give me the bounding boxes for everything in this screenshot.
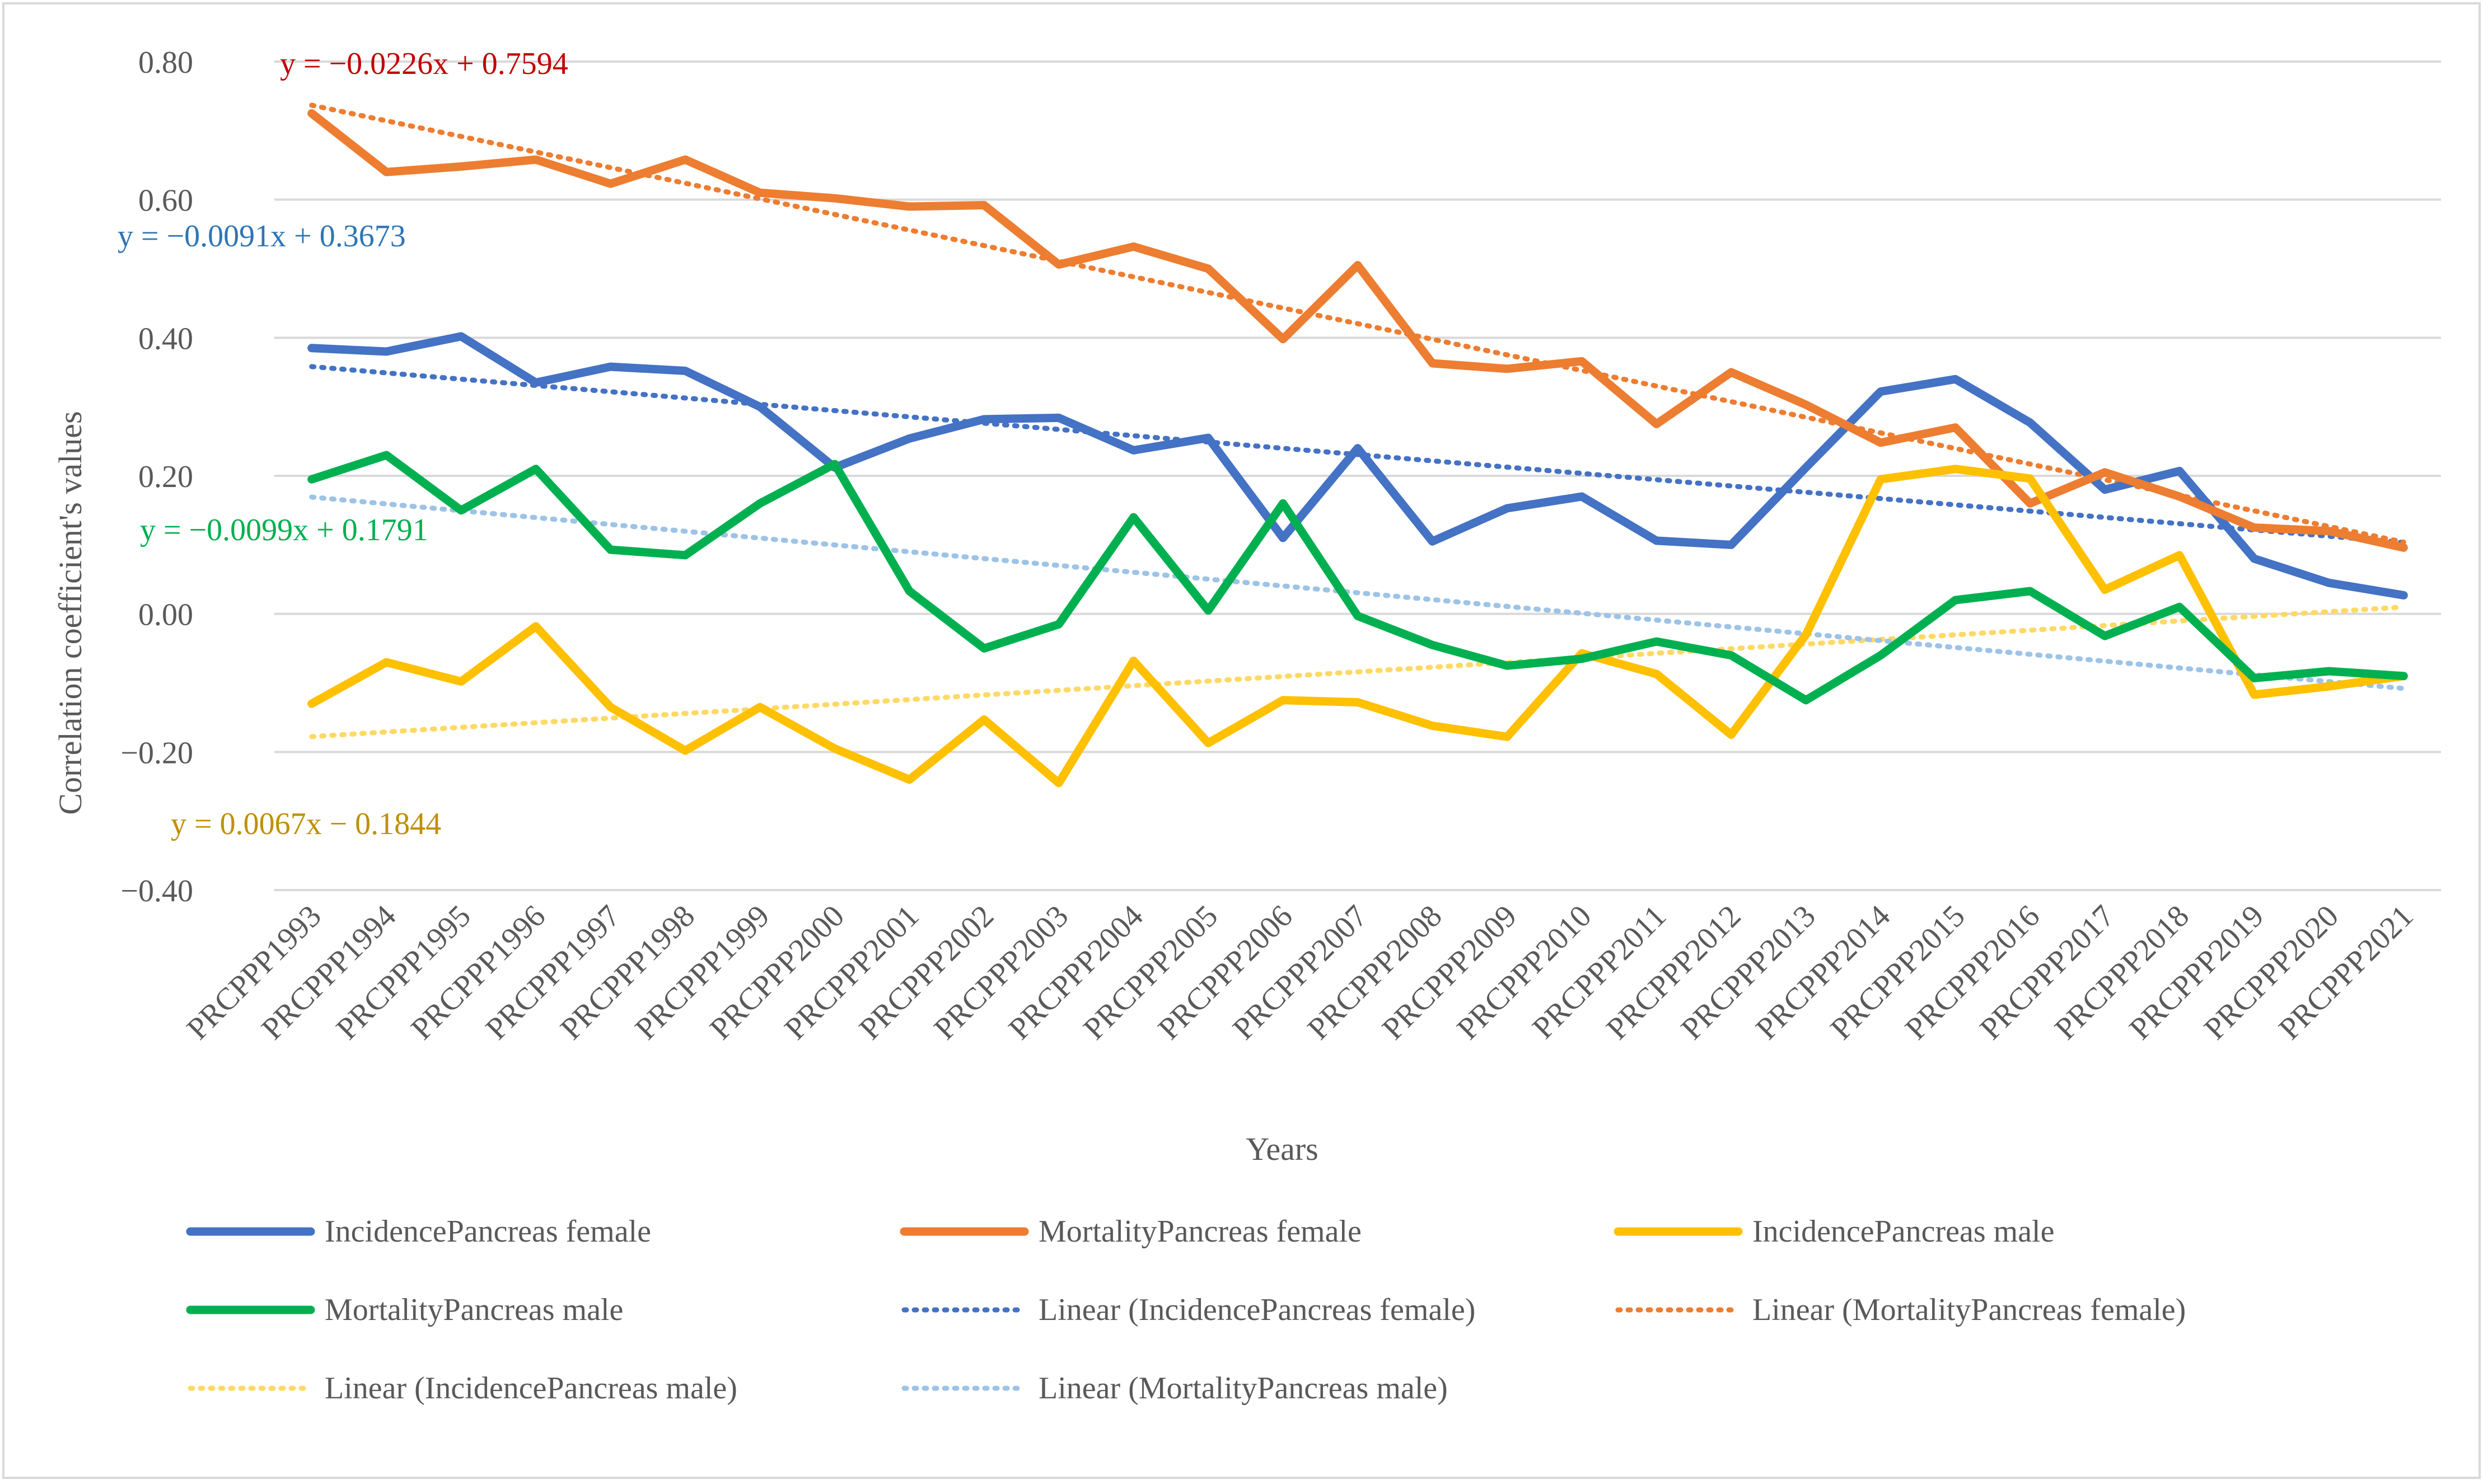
legend-entry: IncidencePancreas female	[186, 1214, 651, 1249]
series-line	[307, 109, 2408, 552]
legend: IncidencePancreas female MortalityPancrea…	[186, 1214, 2186, 1406]
legend-entry: Linear (IncidencePancreas female)	[901, 1293, 1475, 1327]
trendline-equation: y = −0.0099x + 0.1791	[140, 513, 428, 547]
y-tick-label: 0.40	[138, 321, 193, 356]
y-tick-label: 0.60	[138, 184, 193, 218]
trendline	[309, 102, 2406, 545]
legend-label: Linear (IncidencePancreas female)	[1039, 1293, 1475, 1327]
y-tick-label: 0.80	[138, 45, 193, 80]
legend-entry: MortalityPancreas female	[900, 1214, 1362, 1249]
legend-entry: MortalityPancreas male	[186, 1293, 623, 1327]
y-tick-label: 0.00	[138, 598, 193, 633]
legend-label: MortalityPancreas male	[325, 1293, 623, 1327]
trendline	[309, 494, 2406, 691]
y-tick-labels: −0.40 −0.20 0.00 0.20 0.40 0.60 0.80	[120, 45, 193, 909]
legend-entry: Linear (IncidencePancreas male)	[188, 1371, 737, 1406]
legend-label: IncidencePancreas male	[1752, 1214, 2054, 1249]
series-line	[307, 332, 2408, 600]
y-tick-label: −0.20	[120, 736, 193, 770]
data-series	[307, 109, 2408, 788]
y-tick-label: 0.20	[138, 460, 193, 494]
legend-label: Linear (MortalityPancreas male)	[1039, 1371, 1448, 1406]
legend-entry: Linear (MortalityPancreas male)	[901, 1371, 1448, 1406]
trendline	[309, 604, 2406, 739]
legend-entry: Linear (MortalityPancreas female)	[1615, 1293, 2186, 1327]
legend-label: MortalityPancreas female	[1039, 1214, 1362, 1249]
y-axis-title: Correlation coefficient's values	[52, 411, 88, 814]
series-line	[307, 465, 2408, 788]
legend-label: Linear (MortalityPancreas female)	[1752, 1293, 2186, 1327]
gridlines	[274, 60, 2441, 891]
trendline-equations: y = −0.0091x + 0.3673 y = −0.0226x + 0.75…	[118, 46, 568, 841]
series-line	[307, 451, 2408, 705]
x-axis-title: Years	[1246, 1131, 1318, 1167]
legend-label: IncidencePancreas female	[325, 1214, 651, 1249]
y-tick-label: −0.40	[120, 874, 193, 909]
trendline-equation: y = 0.0067x − 0.1844	[171, 807, 441, 841]
trendline-equation: y = −0.0091x + 0.3673	[118, 219, 406, 254]
legend-entry: IncidencePancreas male	[1614, 1214, 2054, 1249]
trendline-equation: y = −0.0226x + 0.7594	[280, 46, 568, 81]
legend-label: Linear (IncidencePancreas male)	[325, 1371, 737, 1406]
